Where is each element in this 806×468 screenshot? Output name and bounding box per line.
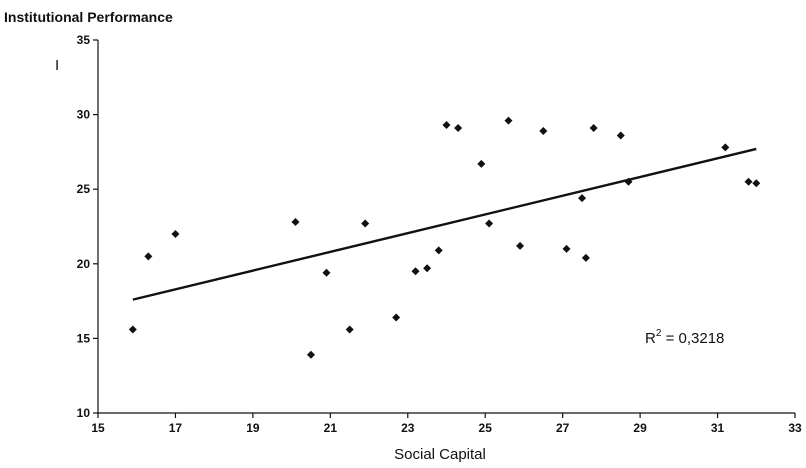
data-point <box>345 325 354 334</box>
x-tick-label: 21 <box>324 421 338 435</box>
y-tick-label: 15 <box>77 331 91 345</box>
r-squared-superscript: 2 <box>656 328 662 339</box>
plot-area <box>128 116 761 359</box>
chart-title: Institutional Performance <box>4 9 173 25</box>
data-point <box>291 218 300 227</box>
x-tick-label: 15 <box>91 421 105 435</box>
data-point <box>624 177 633 186</box>
data-point <box>306 350 315 359</box>
data-point <box>392 313 401 322</box>
data-point <box>442 121 451 130</box>
x-tick-label: 19 <box>246 421 260 435</box>
x-tick-label: 25 <box>479 421 493 435</box>
data-point <box>423 264 432 273</box>
x-tick-label: 31 <box>711 421 725 435</box>
y-tick-label: 25 <box>77 182 91 196</box>
data-point <box>171 229 180 238</box>
data-point <box>128 325 137 334</box>
data-point <box>581 253 590 262</box>
data-point <box>516 241 525 250</box>
y-axis-ticks: 10 15 20 25 30 35 <box>77 33 98 420</box>
x-tick-label: 33 <box>788 421 802 435</box>
data-point <box>616 131 625 140</box>
data-point <box>485 219 494 228</box>
x-tick-label: 23 <box>401 421 415 435</box>
y-tick-label: 30 <box>77 108 91 122</box>
y-axis-mark: I <box>55 57 59 74</box>
y-tick-label: 10 <box>77 406 91 420</box>
trend-line <box>132 147 757 301</box>
data-point <box>434 246 443 255</box>
x-tick-label: 27 <box>556 421 570 435</box>
r-squared-annotation: R2 = 0,3218 <box>645 328 724 347</box>
data-point <box>578 194 587 203</box>
x-tick-label: 17 <box>169 421 183 435</box>
data-point <box>477 159 486 168</box>
y-tick-label: 35 <box>77 33 91 47</box>
y-tick-label: 20 <box>77 257 91 271</box>
data-point <box>562 244 571 253</box>
r-squared-base: R <box>645 330 656 347</box>
data-point <box>361 219 370 228</box>
data-point <box>504 116 513 125</box>
data-point <box>322 268 331 277</box>
data-point <box>752 179 761 188</box>
data-point <box>144 252 153 261</box>
data-point <box>454 124 463 133</box>
x-axis-ticks: 15 17 19 21 23 25 27 29 31 33 <box>91 413 802 435</box>
data-point <box>721 143 730 152</box>
x-tick-label: 29 <box>633 421 647 435</box>
r-squared-value: = 0,3218 <box>661 330 724 347</box>
x-axis-title: Social Capital <box>394 446 486 463</box>
data-point <box>744 177 753 186</box>
data-point <box>589 124 598 133</box>
data-point <box>539 127 548 136</box>
data-point <box>411 267 420 276</box>
